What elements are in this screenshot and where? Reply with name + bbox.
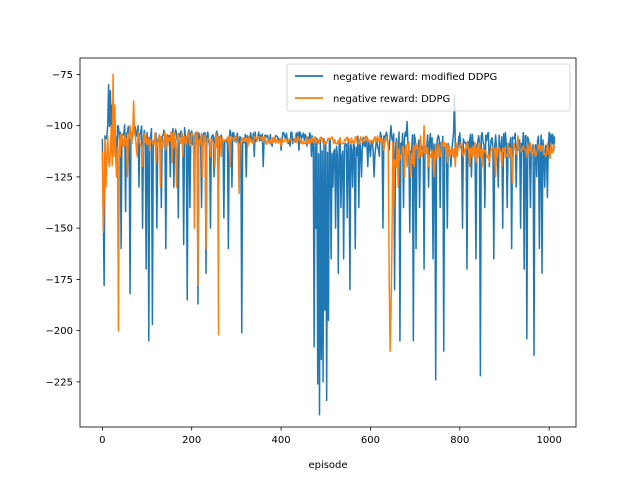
y-tick-label-175: −175 (46, 275, 73, 286)
series-line-ddpg (101, 73, 556, 352)
legend-box (286, 63, 571, 112)
y-tick-label-225: −225 (46, 377, 73, 388)
legend-label-modified-ddpg: negative reward: modified DDPG (333, 72, 497, 83)
y-tick-label-100: −100 (46, 121, 73, 132)
legend-label-ddpg: negative reward: DDPG (333, 94, 450, 105)
x-tick-label-600: 600 (361, 435, 380, 446)
y-tick-label-200: −200 (46, 326, 73, 337)
plot-frame (79, 57, 577, 428)
y-tick-label-125: −125 (46, 172, 73, 183)
x-axis-label: episode (308, 460, 347, 471)
y-tick-label-75: −75 (52, 70, 73, 81)
y-axis: −225 −200 −175 −150 −125 −100 −75 (46, 70, 80, 388)
x-tick-label-1000: 1000 (536, 435, 561, 446)
y-tick-label-150: −150 (46, 224, 73, 235)
x-tick-label-400: 400 (272, 435, 291, 446)
series-layer (101, 73, 556, 416)
x-axis: 0 200 400 600 800 1000 (99, 427, 562, 446)
x-tick-label-0: 0 (99, 435, 105, 446)
x-tick-label-200: 200 (182, 435, 201, 446)
legend: negative reward: modified DDPG negative … (286, 63, 571, 112)
x-tick-label-800: 800 (450, 435, 469, 446)
